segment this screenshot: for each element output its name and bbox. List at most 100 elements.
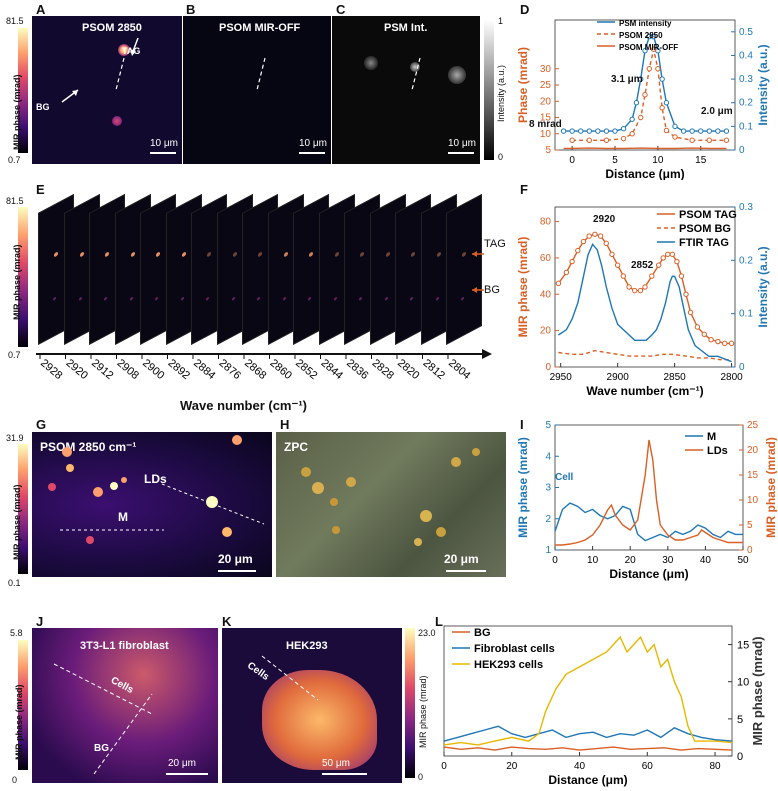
y-tick-label: 20 (540, 326, 552, 337)
image-psm-intensity: PSM Int. 10 μm (332, 16, 480, 164)
spectral-frame-bg-spot (180, 296, 184, 302)
image-b-scalebar (299, 152, 325, 154)
spectral-frame-tag-spot (54, 251, 58, 258)
image-psom-mir-off: PSOM MIR-OFF 10 μm (183, 16, 331, 164)
y-tick-label: 10 (737, 677, 749, 689)
x-axis-label: Wave number (cm⁻¹) (586, 384, 703, 398)
x-tick-label: 40 (574, 761, 586, 772)
data-point (612, 128, 618, 134)
series-line-1 (558, 349, 732, 361)
image-h-title: ZPC (284, 440, 308, 454)
data-point (555, 280, 562, 287)
panel-letter-a: A (36, 2, 46, 17)
legend-label: PSOM MIR-OFF (619, 43, 678, 52)
stack-tick-label: 2804 (446, 357, 472, 382)
x-tick-label: 15 (695, 155, 707, 166)
y-tick-label: 80 (540, 217, 552, 228)
spectral-frame-bg-spot (308, 296, 311, 302)
annotation: 2852 (631, 260, 654, 271)
spectral-frame-tag-spot (105, 251, 109, 258)
spectral-frame-bg-spot (257, 296, 260, 302)
image-3t3-l1-fibroblast: 3T3-L1 fibroblast Cells BG 20 μm (32, 628, 218, 783)
spectral-frame-tag-spot (181, 251, 186, 258)
spectral-frame-tag-spot (462, 251, 466, 258)
data-point (586, 233, 592, 239)
image-c-scalebar-label: 10 μm (448, 138, 476, 149)
stack-xlabel: Wave number (cm⁻¹) (180, 398, 308, 413)
stack-tick-label: 2820 (395, 357, 421, 382)
y-tick-label: 30 (540, 64, 552, 75)
legend-label: FTIR TAG (679, 237, 729, 249)
colorbar-c-min: 0 (498, 152, 504, 162)
colorbar-g-min: 0.1 (8, 578, 21, 588)
data-point (609, 251, 615, 257)
spectral-frame-tag-spot (385, 251, 390, 258)
panel-letter-l: L (435, 614, 443, 629)
series-line-1 (555, 439, 743, 546)
colorbar-c-max: 1 (498, 16, 504, 26)
y-tick-label: 1 (545, 545, 551, 556)
data-point (603, 137, 610, 143)
y-tick-label: 20 (540, 96, 552, 107)
image-h-scalebar-label: 20 μm (444, 552, 479, 566)
chart-l: 0 20 40 60 80 Distance (μm) 0 5 10 15 MIR phase (m… (441, 625, 765, 787)
data-point (669, 251, 676, 257)
spectral-frame-tag-spot (258, 251, 262, 258)
spectral-frame-tag-spot (309, 251, 313, 258)
image-c-overlay (411, 57, 421, 91)
plot-frame (443, 625, 733, 757)
data-point (694, 324, 701, 330)
stack-tick-label: 2928 (38, 357, 64, 382)
legend-label: LDs (707, 445, 728, 457)
x-tick-label: 10 (587, 555, 599, 566)
annotation: 3.1 μm (611, 74, 643, 85)
data-point (723, 137, 730, 143)
data-point (638, 76, 644, 82)
spectral-frame-bg-spot (104, 296, 107, 302)
spectral-frame-tag-spot (207, 251, 211, 258)
y2-axis-label: MIR phase (mrad) (764, 437, 777, 538)
data-point (620, 135, 627, 142)
y-tick-label: 5 (545, 420, 551, 431)
bg-droplet (112, 116, 122, 126)
data-point (642, 284, 648, 290)
chart-f: 2950 2900 2850 2800 Wave number (cm⁻¹) 0 20 40 6… (516, 202, 770, 398)
data-point (575, 247, 581, 254)
y2-tick-label: 0 (739, 362, 745, 373)
x-tick-label: 20 (506, 761, 518, 772)
x-tick-label: 80 (709, 761, 721, 772)
x-tick-label: 20 (625, 555, 637, 566)
stack-tick-label: 2836 (344, 357, 370, 382)
data-point (603, 128, 610, 134)
data-point (629, 116, 635, 122)
colorbar-k-max: 23.0 (418, 628, 436, 638)
image-k-scalebar (322, 773, 367, 775)
data-point (642, 48, 648, 54)
legend-label: PSOM TAG (679, 209, 737, 221)
x-tick-label: 40 (700, 555, 712, 566)
data-point (614, 262, 621, 268)
data-point (578, 128, 584, 134)
image-j-scalebar (166, 773, 208, 775)
x-tick-label: 0 (441, 761, 447, 772)
data-point (672, 134, 678, 140)
data-point (715, 128, 721, 134)
spectral-frame-bg-spot (410, 296, 413, 302)
x-axis-label: Distance (μm) (548, 773, 627, 787)
panel-letter-b: B (186, 2, 196, 17)
y-tick-label: 2 (545, 514, 551, 525)
panel-letter-c: C (336, 2, 346, 17)
colorbar-c-label: Intensity (a.u.) (496, 64, 506, 122)
y2-tick-label: 0.3 (739, 74, 753, 85)
y-tick-label: 3 (545, 483, 551, 494)
x-tick-label: 0 (552, 555, 558, 566)
y2-tick-label: 25 (747, 420, 759, 431)
data-point (680, 128, 687, 134)
data-point (689, 128, 695, 134)
data-point (663, 127, 670, 134)
spectral-frame-tag-spot (436, 251, 441, 258)
y-axis-label: Phase (mrad) (516, 47, 530, 123)
colorbar-e-min: 0.7 (8, 350, 21, 360)
data-point (687, 309, 694, 316)
